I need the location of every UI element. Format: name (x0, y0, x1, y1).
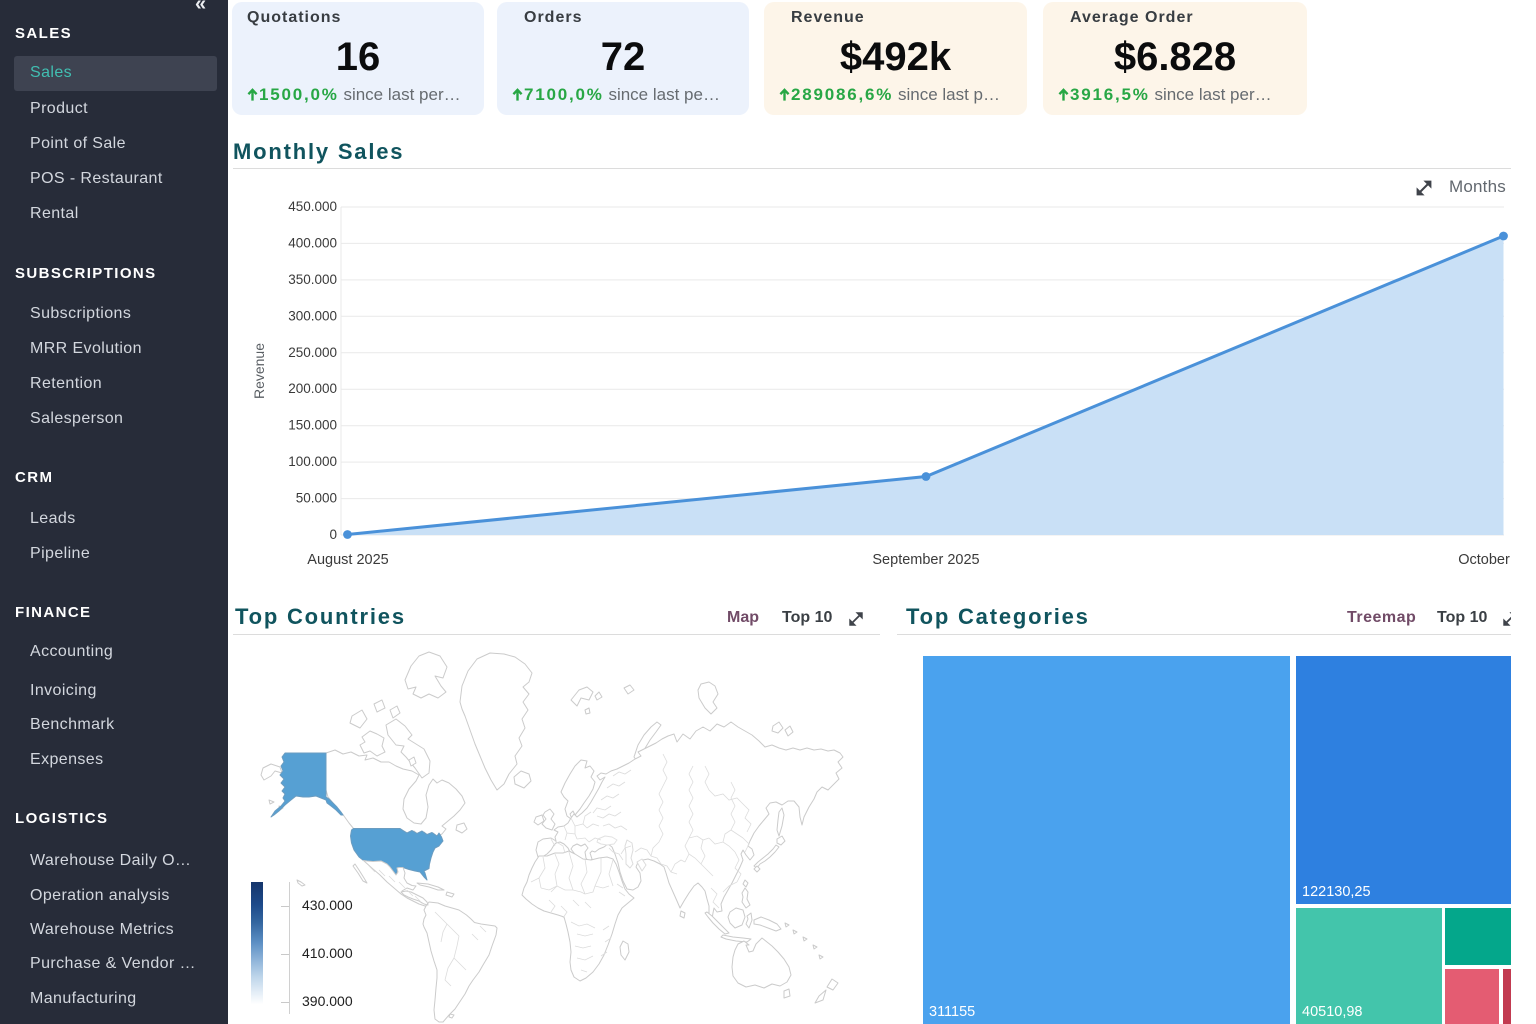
svg-text:0: 0 (329, 527, 337, 542)
svg-text:October: October (1458, 552, 1510, 568)
svg-text:Revenue: Revenue (251, 343, 267, 399)
svg-text:200.000: 200.000 (288, 381, 337, 396)
svg-text:450.000: 450.000 (288, 199, 337, 214)
svg-text:150.000: 150.000 (288, 418, 337, 433)
svg-text:September 2025: September 2025 (872, 552, 979, 568)
svg-text:50.000: 50.000 (296, 491, 337, 506)
svg-text:400.000: 400.000 (288, 235, 337, 250)
svg-text:100.000: 100.000 (288, 454, 337, 469)
svg-text:250.000: 250.000 (288, 345, 337, 360)
svg-text:300.000: 300.000 (288, 308, 337, 323)
svg-text:350.000: 350.000 (288, 272, 337, 287)
svg-text:August 2025: August 2025 (307, 552, 388, 568)
